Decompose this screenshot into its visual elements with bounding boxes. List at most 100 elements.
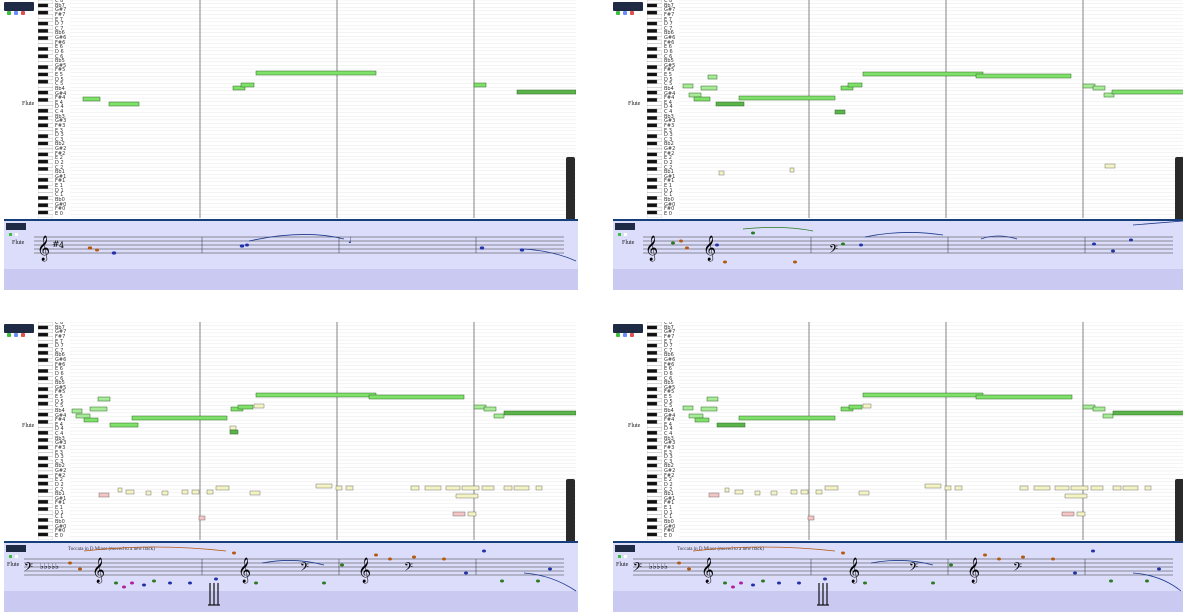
piano-key[interactable] (646, 343, 658, 348)
piano-key[interactable] (37, 463, 49, 468)
piano-key[interactable] (646, 438, 658, 443)
piano-key[interactable] (646, 379, 663, 384)
piano-key[interactable] (646, 430, 658, 435)
piano-key[interactable] (37, 54, 49, 59)
piano-key[interactable] (37, 369, 49, 374)
piano-key[interactable] (37, 127, 54, 131)
solo-icon[interactable] (21, 11, 25, 15)
piano-key[interactable] (37, 449, 54, 453)
note-grid[interactable] (70, 0, 576, 218)
piano-key[interactable] (37, 459, 54, 464)
piano-key[interactable] (646, 394, 658, 399)
piano-key[interactable] (646, 525, 658, 530)
piano-key[interactable] (646, 145, 663, 150)
piano-key[interactable] (37, 97, 49, 102)
piano-key[interactable] (646, 470, 663, 475)
piano-key[interactable] (646, 518, 658, 522)
piano-key[interactable] (37, 409, 54, 413)
track-controls[interactable] (4, 2, 34, 15)
piano-key[interactable] (646, 409, 663, 413)
piano-key[interactable] (37, 405, 54, 410)
piano-key[interactable] (37, 203, 49, 208)
piano-key[interactable] (646, 492, 663, 497)
piano-key[interactable] (37, 329, 54, 334)
piano-key[interactable] (646, 210, 658, 215)
piano-key[interactable] (646, 467, 663, 472)
piano-key[interactable] (646, 532, 658, 537)
note-grid[interactable] (679, 322, 1183, 540)
piano-key[interactable] (646, 463, 658, 468)
piano-key[interactable] (37, 61, 54, 66)
piano-key[interactable] (646, 170, 663, 175)
piano-key[interactable] (646, 108, 658, 113)
piano-key[interactable] (37, 134, 49, 139)
piano-key[interactable] (646, 156, 663, 161)
piano-key[interactable] (646, 514, 663, 519)
piano-key[interactable] (646, 152, 658, 157)
piano-key[interactable] (37, 156, 54, 161)
piano-key[interactable] (37, 137, 54, 142)
piano-key[interactable] (37, 83, 54, 88)
piano-key[interactable] (37, 87, 54, 91)
piano-keyboard[interactable] (37, 0, 54, 219)
piano-key[interactable] (37, 467, 54, 472)
play-icon[interactable] (9, 555, 12, 558)
piano-key[interactable] (646, 474, 658, 479)
piano-key[interactable] (37, 365, 54, 370)
piano-key[interactable] (37, 358, 49, 363)
solo-icon[interactable] (21, 333, 25, 337)
piano-key[interactable] (37, 474, 49, 479)
piano-key[interactable] (37, 25, 54, 30)
piano-key[interactable] (646, 510, 663, 515)
score-staff-area[interactable]: Toccata in D Minor (moved to a new track… (4, 541, 578, 612)
piano-key[interactable] (646, 39, 663, 44)
piano-key[interactable] (646, 159, 658, 164)
piano-key[interactable] (37, 445, 49, 450)
piano-key[interactable] (37, 514, 54, 519)
piano-key[interactable] (646, 412, 658, 417)
piano-key[interactable] (37, 57, 54, 62)
piano-key[interactable] (37, 90, 49, 95)
piano-key[interactable] (37, 499, 49, 504)
piano-key[interactable] (646, 163, 663, 168)
play-icon[interactable] (618, 233, 621, 236)
piano-key[interactable] (37, 177, 49, 182)
piano-key[interactable] (37, 518, 49, 522)
piano-key[interactable] (37, 50, 54, 55)
piano-key[interactable] (37, 485, 54, 490)
piano-key[interactable] (37, 181, 54, 186)
piano-key[interactable] (37, 188, 54, 193)
piano-key[interactable] (37, 332, 49, 337)
staff-controls[interactable] (615, 545, 635, 558)
play-icon[interactable] (616, 333, 620, 337)
piano-key[interactable] (646, 57, 663, 62)
piano-key[interactable] (37, 101, 54, 106)
piano-key[interactable] (646, 127, 663, 131)
piano-key[interactable] (37, 36, 49, 41)
piano-key[interactable] (37, 192, 54, 197)
play-icon[interactable] (7, 11, 11, 15)
play-icon[interactable] (9, 233, 12, 236)
piano-key[interactable] (37, 423, 54, 428)
piano-key[interactable] (37, 72, 49, 77)
play-icon[interactable] (7, 333, 11, 337)
piano-key[interactable] (37, 383, 54, 388)
piano-key[interactable] (37, 43, 54, 48)
piano-key[interactable] (646, 134, 658, 139)
piano-key[interactable] (37, 79, 49, 84)
piano-key[interactable] (37, 452, 54, 457)
piano-key[interactable] (646, 456, 658, 461)
piano-key[interactable] (646, 325, 658, 330)
piano-key[interactable] (37, 430, 49, 435)
piano-key[interactable] (646, 521, 663, 526)
mute-icon[interactable] (623, 11, 627, 15)
mute-icon[interactable] (15, 555, 18, 558)
piano-key[interactable] (37, 427, 54, 432)
piano-key[interactable] (646, 137, 663, 142)
piano-key[interactable] (37, 470, 54, 475)
piano-key[interactable] (37, 361, 54, 366)
piano-key[interactable] (37, 350, 49, 355)
piano-key[interactable] (646, 141, 658, 146)
piano-key[interactable] (646, 354, 663, 359)
